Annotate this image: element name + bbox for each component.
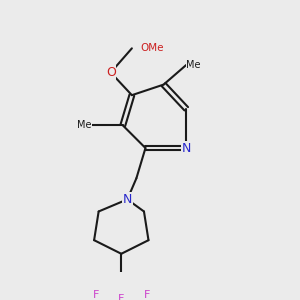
Text: N: N — [123, 193, 132, 206]
Text: F: F — [144, 290, 150, 300]
Text: N: N — [182, 142, 191, 154]
Text: O: O — [106, 66, 116, 79]
Text: Me: Me — [186, 60, 201, 70]
Text: F: F — [118, 294, 124, 300]
Text: Me: Me — [76, 120, 91, 130]
Text: F: F — [92, 290, 99, 300]
Text: OMe: OMe — [140, 43, 164, 53]
